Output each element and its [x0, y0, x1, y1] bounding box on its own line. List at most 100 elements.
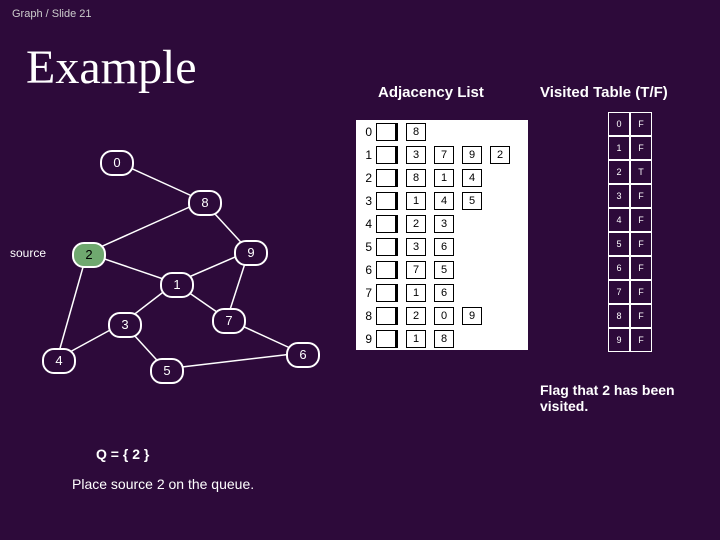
visited-index: 0 [608, 112, 630, 136]
adj-cell: 1 [406, 192, 426, 210]
adjacency-heading: Adjacency List [378, 84, 484, 101]
visited-index: 5 [608, 232, 630, 256]
queue-value: { 2 } [123, 446, 149, 462]
visited-value: F [630, 184, 652, 208]
adj-row: 9 18 [356, 327, 528, 350]
graph-node-5: 5 [150, 358, 184, 384]
adj-row: 2814 [356, 166, 528, 189]
adjacency-list: 0813792281431454235366757168209918 [356, 120, 528, 350]
graph-diagram: 0 8 2 9 13 7 4 5 6 source [0, 120, 350, 400]
adj-cell: 0 [434, 307, 454, 325]
queue-label: Q = [96, 446, 119, 462]
visited-value: T [630, 160, 652, 184]
adj-row: 423 [356, 212, 528, 235]
adj-row: 08 [356, 120, 528, 143]
adj-cell: 8 [434, 330, 454, 348]
adj-index: 2 [356, 171, 372, 185]
adj-row: 1 3792 [356, 143, 528, 166]
visited-row: 1F [608, 136, 652, 160]
visited-row: 4F [608, 208, 652, 232]
visited-row: 9F [608, 328, 652, 352]
graph-node-6: 6 [286, 342, 320, 368]
visited-value: F [630, 304, 652, 328]
adj-cell: 5 [462, 192, 482, 210]
breadcrumb: Graph / Slide 21 [12, 8, 92, 20]
adj-index: 4 [356, 217, 372, 231]
adj-head-cell [376, 192, 398, 210]
adj-cell: 1 [406, 330, 426, 348]
graph-node-0: 0 [100, 150, 134, 176]
visited-value: F [630, 136, 652, 160]
adj-row: 7 16 [356, 281, 528, 304]
adj-cell: 9 [462, 307, 482, 325]
adj-head-cell [376, 123, 398, 141]
graph-node-7: 7 [212, 308, 246, 334]
graph-edge [87, 201, 203, 253]
adj-cell: 5 [434, 261, 454, 279]
graph-edge [57, 253, 87, 359]
visited-value: F [630, 328, 652, 352]
adj-cell: 6 [434, 284, 454, 302]
graph-node-9: 9 [234, 240, 268, 266]
adj-index: 3 [356, 194, 372, 208]
visited-index: 8 [608, 304, 630, 328]
adj-head-cell [376, 284, 398, 302]
adj-row: 6 75 [356, 258, 528, 281]
graph-node-4: 4 [42, 348, 76, 374]
adj-cell: 4 [434, 192, 454, 210]
adj-index: 5 [356, 240, 372, 254]
adj-head-cell [376, 330, 398, 348]
adj-cell: 7 [406, 261, 426, 279]
adj-row: 8209 [356, 304, 528, 327]
adj-cell: 6 [434, 238, 454, 256]
adj-cell: 9 [462, 146, 482, 164]
adj-cell: 2 [406, 215, 426, 233]
adj-index: 9 [356, 332, 372, 346]
visited-index: 9 [608, 328, 630, 352]
adj-cell: 3 [406, 146, 426, 164]
visited-row: 6F [608, 256, 652, 280]
visited-row: 7F [608, 280, 652, 304]
adj-index: 8 [356, 309, 372, 323]
adj-head-cell [376, 215, 398, 233]
adj-cell: 3 [406, 238, 426, 256]
adj-index: 0 [356, 125, 372, 139]
visited-row: 2T [608, 160, 652, 184]
adj-head-cell [376, 307, 398, 325]
visited-row: 3F [608, 184, 652, 208]
page-title: Example [26, 40, 197, 95]
visited-index: 1 [608, 136, 630, 160]
visited-value: F [630, 256, 652, 280]
adj-head-cell [376, 146, 398, 164]
adj-index: 6 [356, 263, 372, 277]
visited-value: F [630, 232, 652, 256]
visited-index: 4 [608, 208, 630, 232]
visited-index: 7 [608, 280, 630, 304]
source-label: source [10, 246, 46, 260]
visited-heading: Visited Table (T/F) [540, 84, 668, 101]
adj-cell: 1 [434, 169, 454, 187]
adj-cell: 1 [406, 284, 426, 302]
adj-head-cell [376, 169, 398, 187]
visited-table: 0F1F2T3F4F5F6F7F8F9F [608, 112, 652, 352]
graph-node-2: 2 [72, 242, 106, 268]
adj-head-cell [376, 261, 398, 279]
adj-row: 3 145 [356, 189, 528, 212]
adj-index: 1 [356, 148, 372, 162]
adj-cell: 8 [406, 169, 426, 187]
adj-cell: 2 [490, 146, 510, 164]
visited-index: 3 [608, 184, 630, 208]
visited-value: F [630, 208, 652, 232]
visited-row: 0F [608, 112, 652, 136]
graph-node-3: 3 [108, 312, 142, 338]
adj-cell: 7 [434, 146, 454, 164]
adj-index: 7 [356, 286, 372, 300]
adj-row: 5 36 [356, 235, 528, 258]
adj-cell: 8 [406, 123, 426, 141]
note-queue: Q = { 2 } [96, 446, 149, 462]
adj-head-cell [376, 238, 398, 256]
graph-node-8: 8 [188, 190, 222, 216]
visited-value: F [630, 280, 652, 304]
visited-index: 6 [608, 256, 630, 280]
graph-node-1: 1 [160, 272, 194, 298]
